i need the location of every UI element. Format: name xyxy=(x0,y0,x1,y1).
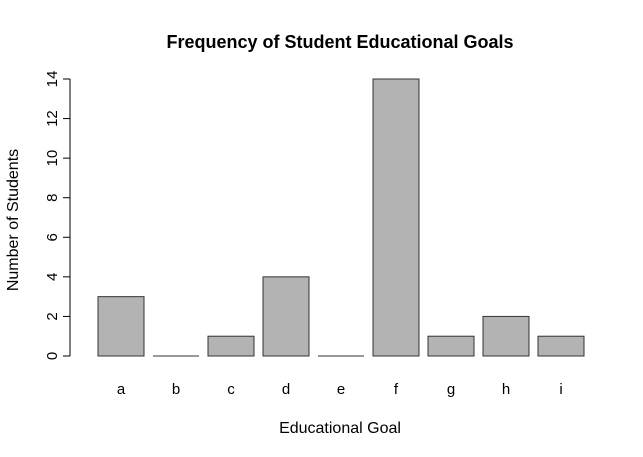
y-tick-label: 6 xyxy=(44,233,61,241)
x-tick-label-g: g xyxy=(447,381,455,398)
y-tick-label: 12 xyxy=(44,110,61,127)
bar-g xyxy=(427,335,475,357)
y-tick-label: 0 xyxy=(44,352,61,360)
x-tick-labels: a b c d e f g h i xyxy=(117,381,563,398)
x-tick-label-f: f xyxy=(394,381,399,398)
chart-title: Frequency of Student Educational Goals xyxy=(166,32,513,52)
y-axis-label: Number of Students xyxy=(5,149,22,291)
x-tick-label-c: c xyxy=(227,381,235,398)
y-tick-label: 2 xyxy=(44,312,61,320)
y-tick-label: 4 xyxy=(44,273,61,281)
bar-a xyxy=(97,296,145,357)
bar-c xyxy=(207,335,255,357)
x-tick-label-e: e xyxy=(337,381,345,398)
bar-h xyxy=(482,315,530,357)
bar-i xyxy=(537,335,585,357)
bars-group xyxy=(97,78,585,357)
x-tick-label-h: h xyxy=(502,381,510,398)
bar-f xyxy=(372,78,420,357)
y-axis: 0 2 4 6 8 10 12 14 xyxy=(44,71,71,360)
y-tick-label: 14 xyxy=(44,71,61,88)
y-tick-label: 8 xyxy=(44,194,61,202)
x-tick-label-a: a xyxy=(117,381,126,398)
x-tick-label-d: d xyxy=(282,381,290,398)
x-axis-label: Educational Goal xyxy=(279,420,401,437)
x-tick-label-b: b xyxy=(172,381,180,398)
y-tick-label: 10 xyxy=(44,150,61,167)
x-tick-label-i: i xyxy=(559,381,562,398)
bar-d xyxy=(262,276,310,357)
